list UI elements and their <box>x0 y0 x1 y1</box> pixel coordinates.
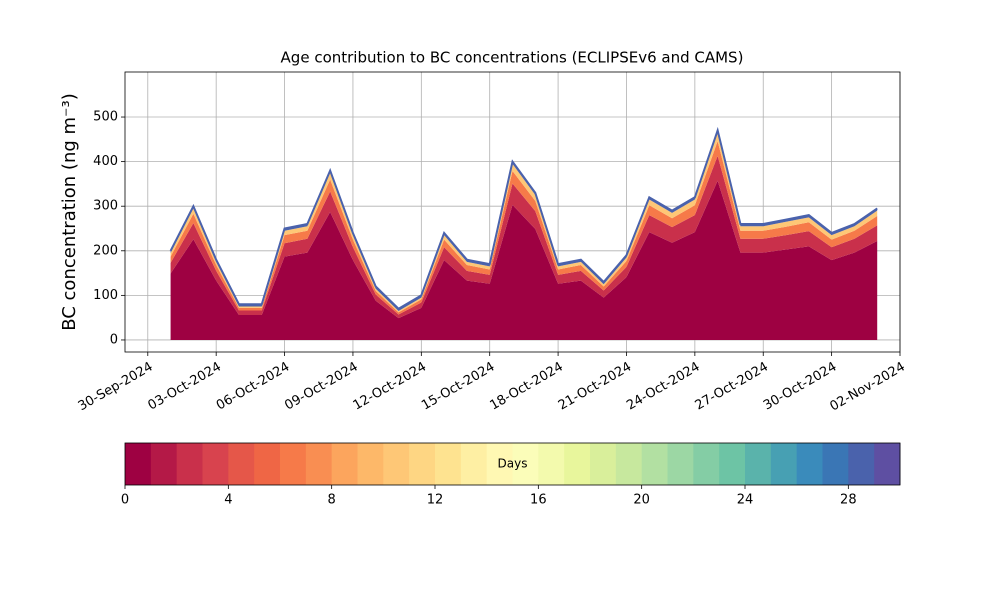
colorbar-tick-label: 28 <box>840 493 857 508</box>
y-tick-label: 300 <box>93 199 118 214</box>
y-axis-label: BC concentration (ng m⁻³) <box>59 93 80 331</box>
x-tick-label: 30-Oct-2024 <box>761 360 839 414</box>
x-tick-label: 27-Oct-2024 <box>693 360 771 414</box>
area <box>170 155 878 319</box>
colorbar-segment <box>280 443 307 485</box>
colorbar-segment <box>693 443 720 485</box>
x-tick-label: 21-Oct-2024 <box>556 360 634 414</box>
colorbar-segment <box>796 443 823 485</box>
colorbar-tick-label: 24 <box>737 493 754 508</box>
colorbar-frame <box>124 442 901 486</box>
colorbar-segment <box>409 443 436 485</box>
colorbar-segment <box>228 443 255 485</box>
colorbar-segment <box>331 443 358 485</box>
colorbar-segment <box>538 443 565 485</box>
y-tick-label: 200 <box>93 243 118 258</box>
colorbar-tick-label: 20 <box>633 493 650 508</box>
colorbar-segment <box>745 443 772 485</box>
colorbar-segment <box>874 443 901 485</box>
x-tick-label: 18-Oct-2024 <box>487 360 565 414</box>
x-tick-label: 24-Oct-2024 <box>624 360 702 414</box>
colorbar-segment <box>719 443 746 485</box>
colorbar-segment <box>176 443 203 485</box>
area <box>170 180 878 340</box>
y-tick-label: 500 <box>93 110 118 125</box>
x-tick-label: 30-Sep-2024 <box>76 360 156 415</box>
chart-title: Age contribution to BC concentrations (E… <box>281 49 744 67</box>
colorbar-segment <box>460 443 488 485</box>
colorbar-segment <box>125 443 152 485</box>
colorbar-segment <box>615 443 643 485</box>
plot-frame <box>124 71 901 353</box>
colorbar-segment <box>564 443 591 485</box>
colorbar-segment <box>435 443 462 485</box>
colorbar-tick-label: 12 <box>427 493 444 508</box>
colorbar-tick-label: 8 <box>328 493 336 508</box>
colorbar-segment <box>305 443 333 485</box>
colorbar-segment <box>202 443 229 485</box>
top-line <box>169 126 878 311</box>
colorbar-label: Days <box>498 457 528 471</box>
area <box>170 141 878 315</box>
colorbar-tick-label: 0 <box>121 493 129 508</box>
colorbar-segment <box>848 443 875 485</box>
colorbar-segment <box>357 443 384 485</box>
colorbar-segment <box>150 443 178 485</box>
x-tick-label: 03-Oct-2024 <box>146 360 224 414</box>
x-tick-label: 12-Oct-2024 <box>351 360 429 414</box>
colorbar-segment <box>641 443 668 485</box>
x-tick-label: 15-Oct-2024 <box>419 360 497 414</box>
colorbar-segment <box>486 443 513 485</box>
y-tick-label: 100 <box>93 288 118 303</box>
colorbar-segment <box>254 443 281 485</box>
colorbar-segment <box>383 443 410 485</box>
colorbar-segment <box>590 443 617 485</box>
colorbar-segment <box>770 443 798 485</box>
y-tick-label: 0 <box>110 332 118 347</box>
colorbar-segment <box>667 443 694 485</box>
colorbar-tick-label: 4 <box>224 493 232 508</box>
y-tick-label: 400 <box>93 154 118 169</box>
colorbar-segment <box>822 443 849 485</box>
x-tick-label: 09-Oct-2024 <box>282 360 360 414</box>
colorbar-segment <box>512 443 539 485</box>
x-tick-label: 06-Oct-2024 <box>214 360 292 414</box>
x-tick-label: 02-Nov-2024 <box>827 360 907 415</box>
colorbar-tick-label: 16 <box>530 493 547 508</box>
